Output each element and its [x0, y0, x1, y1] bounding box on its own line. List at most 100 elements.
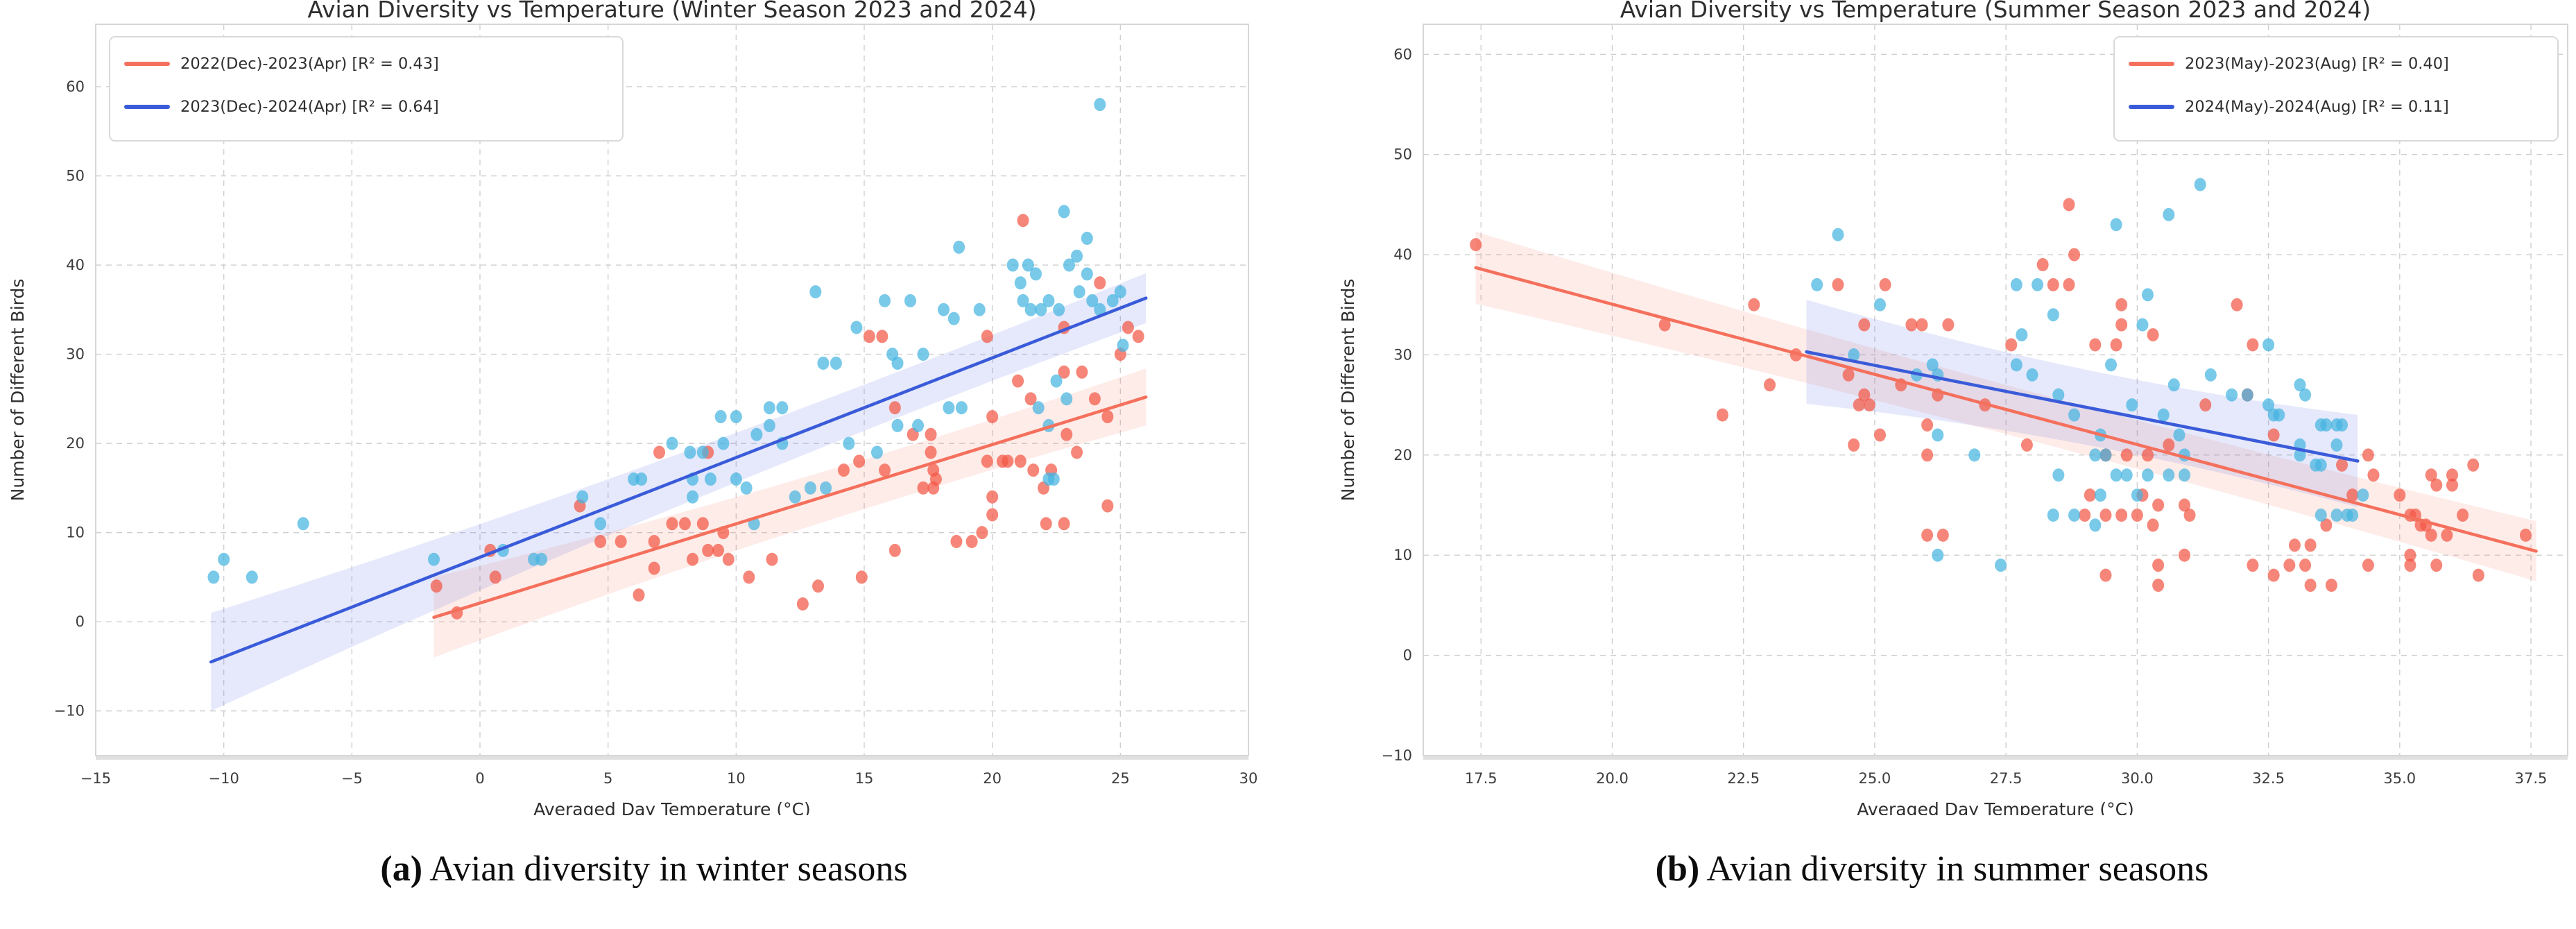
- x-tick-label: −15: [80, 770, 111, 787]
- scatter-point: [648, 561, 660, 575]
- scatter-point: [1716, 408, 1728, 422]
- scatter-point: [635, 472, 648, 486]
- legend: 2022(Dec)-2023(Apr) [R² = 0.43] 2023(Dec)…: [109, 36, 624, 142]
- scatter-point: [1764, 378, 1776, 392]
- scatter-point: [1132, 330, 1144, 343]
- scatter-point: [687, 490, 699, 504]
- x-tick-label: 27.5: [1990, 770, 2023, 787]
- scatter-point: [2032, 278, 2044, 291]
- scatter-point: [1029, 267, 1042, 281]
- x-tick-label: 17.5: [1465, 770, 1497, 787]
- scatter-point: [2147, 328, 2159, 342]
- scatter-point: [2288, 538, 2301, 552]
- scatter-point: [776, 401, 789, 415]
- scatter-point: [2105, 358, 2118, 372]
- scatter-point: [2446, 468, 2458, 482]
- scatter-point: [2152, 498, 2165, 512]
- scatter-point: [2063, 198, 2075, 212]
- scatter-point: [743, 570, 755, 584]
- scatter-point: [976, 526, 988, 540]
- scatter-point: [2157, 408, 2170, 422]
- scatter-point: [853, 454, 866, 468]
- scatter-point: [2178, 468, 2190, 482]
- y-tick-label: 10: [1393, 547, 1412, 563]
- scatter-point: [633, 588, 645, 602]
- y-tick-label: 30: [1393, 346, 1412, 363]
- scatter-point: [2299, 388, 2312, 402]
- scatter-point: [2079, 508, 2091, 522]
- scatter-point: [2519, 528, 2532, 542]
- x-tick-label: −10: [209, 770, 239, 787]
- legend-box: [2113, 36, 2559, 142]
- x-tick-label: 30.0: [2121, 770, 2154, 787]
- legend-label: 2023(Dec)-2024(Apr) [R² = 0.64]: [180, 98, 439, 116]
- scatter-point: [1071, 445, 1083, 459]
- x-tick-label: 32.5: [2252, 770, 2285, 787]
- chart-title: Avian Diversity vs Temperature (Summer S…: [1620, 0, 2371, 23]
- scatter-point: [2094, 488, 2106, 502]
- scatter-point: [730, 472, 742, 486]
- summer-caption-text: Avian diversity in summer seasons: [1699, 849, 2209, 889]
- plot-border: [95, 24, 1249, 756]
- scatter-point: [1086, 293, 1099, 307]
- scatter-point: [648, 535, 660, 549]
- scatter-point: [653, 445, 666, 459]
- scatter-point: [1106, 293, 1119, 307]
- scatter-point: [594, 517, 607, 531]
- scatter-point: [2089, 518, 2102, 532]
- scatter-point: [2178, 548, 2190, 562]
- y-tick-label: 50: [66, 168, 85, 185]
- winter-chart-svg: −15 −10 −5 0 5 10 15 20 25 30 −10 0 10 20 30 40 50 60 Avia…: [8, 0, 1257, 815]
- scatter-point: [2131, 508, 2143, 522]
- scatter-point: [2330, 508, 2343, 522]
- scatter-point: [1024, 392, 1037, 406]
- scatter-point: [973, 302, 986, 316]
- x-tick-label: 10: [727, 770, 746, 787]
- legend: 2023(May)-2023(Aug) [R² = 0.40] 2024(May)…: [2113, 36, 2559, 142]
- scatter-point: [812, 579, 825, 593]
- scatter-point: [2100, 448, 2112, 462]
- scatter-point: [2362, 448, 2374, 462]
- scatter-point: [2430, 559, 2443, 572]
- scatter-point: [1076, 365, 1088, 379]
- scatter-point: [2126, 398, 2138, 412]
- scatter-point: [2167, 378, 2180, 392]
- scatter-point: [850, 321, 863, 334]
- scatter-point: [2110, 468, 2122, 482]
- scatter-point: [1017, 214, 1029, 228]
- scatter-point: [763, 401, 775, 415]
- scatter-point: [1858, 388, 1871, 402]
- x-axis-label: Averaged Day Temperature (°C): [1857, 799, 2134, 815]
- scatter-point: [2052, 468, 2065, 482]
- scatter-point: [1853, 398, 1865, 412]
- scatter-point: [2357, 488, 2369, 502]
- scatter-point: [1848, 348, 1860, 361]
- scatter-point: [2294, 378, 2306, 392]
- scatter-point: [925, 427, 937, 441]
- scatter-point: [879, 293, 891, 307]
- scatter-point: [1942, 318, 1955, 332]
- scatter-point: [2304, 538, 2317, 552]
- scatter-point: [2063, 278, 2075, 291]
- scatter-point: [2262, 338, 2275, 352]
- x-tick-label: 20: [983, 770, 1002, 787]
- scatter-point: [830, 356, 842, 370]
- scatter-point: [917, 348, 929, 361]
- scatter-point: [2346, 488, 2359, 502]
- scatter-point: [2115, 508, 2128, 522]
- scatter-point: [1050, 374, 1063, 388]
- scatter-point: [986, 490, 999, 504]
- winter-caption: (a) Avian diversity in winter seasons: [380, 849, 907, 889]
- scatter-point: [2299, 559, 2312, 572]
- tick-labels: 17.5 20.0 22.5 25.0 27.5 30.0 32.5 35.0 37.5 −10 0…: [1382, 46, 2548, 787]
- y-tick-label: 50: [1393, 146, 1412, 163]
- scatter-point: [1832, 228, 1844, 241]
- scatter-point: [2147, 518, 2159, 532]
- scatter-point: [1040, 517, 1052, 531]
- scatter-point: [2283, 559, 2296, 572]
- scatter-point: [1842, 368, 1855, 382]
- trend-line-series0: [432, 395, 1148, 620]
- y-tick-label: −10: [1382, 747, 1412, 764]
- scatter-point: [789, 490, 801, 504]
- scatter-point: [1811, 278, 1823, 291]
